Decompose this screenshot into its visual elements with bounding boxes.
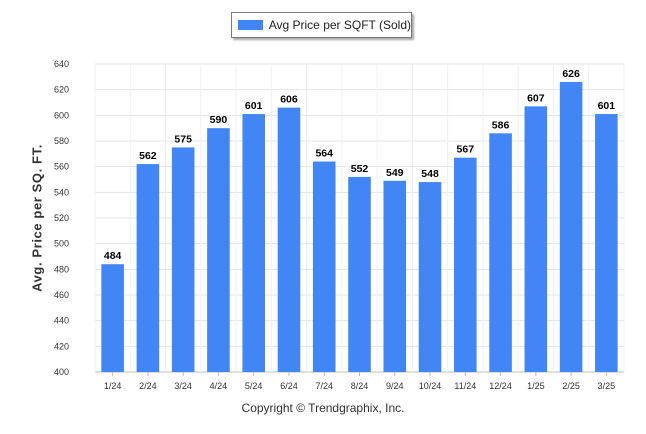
y-tick-label: 400: [54, 367, 69, 377]
y-tick-label: 640: [54, 59, 69, 69]
bar: [524, 106, 548, 372]
bar: [136, 164, 160, 372]
x-tick-label: 11/24: [454, 381, 476, 391]
legend: Avg Price per SQFT (Sold): [231, 12, 412, 38]
x-tick-label: 1/24: [104, 381, 122, 391]
data-label: 484: [104, 250, 122, 262]
y-tick-label: 600: [54, 110, 69, 120]
x-tick-label: 10/24: [419, 381, 442, 391]
y-tick-label: 620: [54, 85, 69, 95]
x-tick-label: 4/24: [210, 381, 228, 391]
bar: [242, 114, 265, 373]
y-tick-label: 480: [54, 264, 69, 274]
x-tick-label: 2/24: [139, 381, 157, 391]
x-tick-label: 3/25: [598, 381, 616, 391]
bar: [348, 176, 371, 372]
bar: [312, 161, 336, 372]
x-tick-label: 3/24: [174, 381, 192, 391]
data-label: 562: [139, 150, 157, 162]
x-tick-label: 7/24: [315, 381, 333, 391]
data-label: 548: [421, 168, 439, 180]
x-tick-label: 12/24: [489, 381, 512, 391]
bar: [454, 157, 477, 372]
bar: [101, 264, 124, 372]
data-label: 567: [457, 144, 475, 156]
bar: [418, 182, 442, 372]
x-tick-label: 8/24: [351, 381, 369, 391]
y-tick-label: 420: [54, 341, 69, 351]
legend-swatch: [238, 20, 263, 30]
y-tick-label: 560: [54, 162, 69, 172]
data-label: 601: [598, 100, 616, 112]
copyright-text: Copyright © Trendgraphix, Inc.: [241, 401, 405, 415]
data-label: 552: [351, 163, 369, 175]
bar: [207, 128, 230, 372]
y-tick-label: 580: [54, 136, 69, 146]
data-label: 626: [562, 68, 580, 80]
data-label: 590: [210, 114, 228, 126]
data-label: 601: [245, 100, 263, 112]
data-label: 575: [174, 133, 192, 145]
x-tick-label: 2/25: [562, 381, 580, 391]
bar: [595, 114, 618, 373]
y-tick-label: 460: [54, 290, 69, 300]
y-tick-label: 520: [54, 213, 69, 223]
y-tick-label: 540: [54, 187, 69, 197]
y-tick-label: 440: [54, 316, 69, 326]
x-tick-label: 1/25: [527, 381, 545, 391]
data-label: 607: [527, 92, 545, 104]
bar: [559, 81, 583, 372]
bar: [171, 147, 195, 372]
bar: [277, 107, 301, 372]
data-label: 549: [386, 167, 404, 179]
y-tick-label: 500: [54, 239, 69, 249]
x-tick-label: 9/24: [386, 381, 404, 391]
legend-label: Avg Price per SQFT (Sold): [268, 18, 411, 32]
bar: [383, 180, 407, 372]
data-label: 606: [280, 94, 298, 106]
data-label: 564: [315, 148, 333, 160]
data-label: 586: [492, 119, 510, 131]
x-tick-label: 5/24: [245, 381, 263, 391]
x-tick-label: 6/24: [280, 381, 298, 391]
bar: [489, 133, 512, 372]
